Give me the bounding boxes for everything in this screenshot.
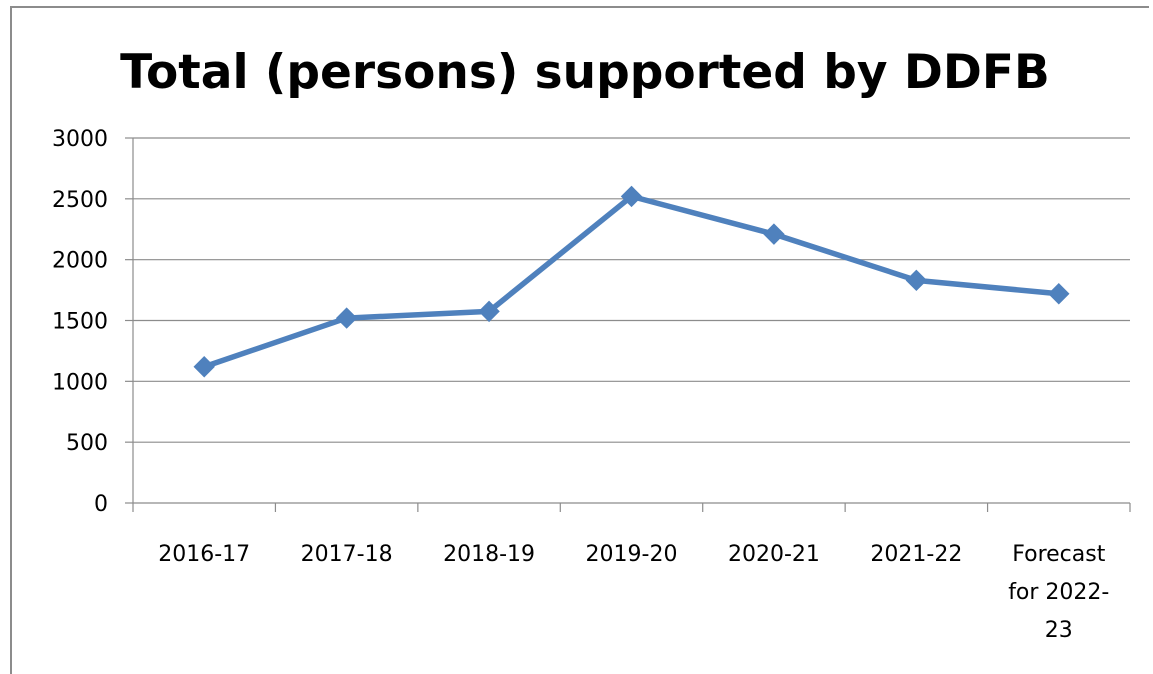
y-tick-label: 500 xyxy=(66,431,108,456)
series-layer xyxy=(193,185,1070,378)
y-tick-label: 0 xyxy=(94,492,108,517)
x-tick-labels: 2016-17 2017-18 2018-19 2019-20 2020-21 2021-… xyxy=(158,542,1109,643)
y-tick-label: 2000 xyxy=(52,249,108,274)
x-tick-label: 2017-18 xyxy=(301,542,393,567)
y-tick-label: 3000 xyxy=(52,127,108,152)
grid-layer xyxy=(133,137,1130,443)
data-point-marker xyxy=(193,356,215,378)
x-tick-label: 2016-17 xyxy=(158,542,250,567)
y-tick-label: 1000 xyxy=(52,370,108,395)
x-tick-label: 2018-19 xyxy=(443,542,535,567)
x-tick-label: 2019-20 xyxy=(586,542,678,567)
data-point-marker xyxy=(620,185,643,208)
y-tick-label: 2500 xyxy=(52,188,108,213)
chart-border xyxy=(10,6,1149,674)
data-point-marker xyxy=(763,223,785,245)
x-tick-label: 2020-21 xyxy=(728,542,820,567)
data-point-marker xyxy=(905,269,928,292)
y-tick-label: 1500 xyxy=(52,310,108,335)
data-point-marker xyxy=(1048,283,1070,305)
series-line xyxy=(201,193,1062,370)
x-tick-label: 2021-22 xyxy=(870,542,962,567)
chart-title: Total (persons) supported by DDFB xyxy=(120,45,1050,100)
data-point-marker xyxy=(335,307,358,329)
y-tick-labels: 0 500 1000 1500 2000 2500 3000 xyxy=(52,127,108,517)
x-tick-label: Forecast for 2022-23 xyxy=(1008,542,1109,643)
data-point-marker xyxy=(478,300,500,323)
axis-layer xyxy=(125,137,1131,512)
